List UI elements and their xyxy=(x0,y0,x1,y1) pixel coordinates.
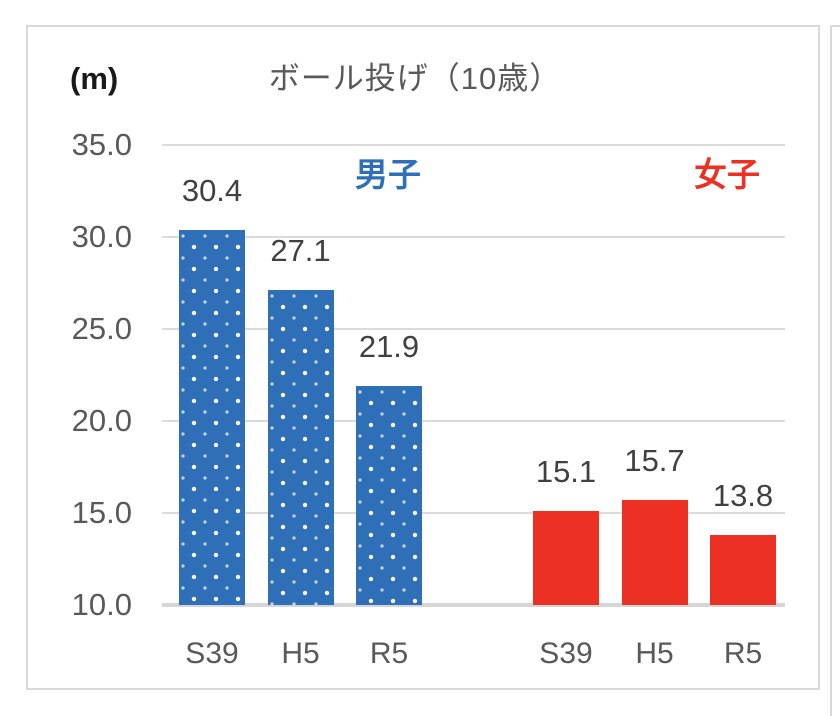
legend-girls: 女子 xyxy=(694,156,760,193)
bar-女子-S39 xyxy=(533,511,599,605)
x-tick-label-女子-R5: R5 xyxy=(723,637,763,670)
gridline-35.0 xyxy=(162,144,785,146)
x-tick-label-女子-H5: H5 xyxy=(635,637,674,670)
value-label-女子-R5: 13.8 xyxy=(712,478,774,514)
gridline-25.0 xyxy=(162,328,785,330)
x-tick-label-男子-H5: H5 xyxy=(281,637,320,670)
value-label-女子-H5: 15.7 xyxy=(624,443,685,479)
y-tick-label-25.0: 25.0 xyxy=(71,311,132,346)
gridline-30.0 xyxy=(162,236,785,238)
adjacent-chart-border-vertical xyxy=(830,25,832,716)
x-tick-label-男子-S39: S39 xyxy=(185,637,239,670)
y-tick-label-15.0: 15.0 xyxy=(71,495,132,530)
value-label-男子-S39: 30.4 xyxy=(181,172,243,208)
bar-男子-S39 xyxy=(179,229,245,605)
gridline-10.0 xyxy=(162,603,785,607)
bar-男子-R5 xyxy=(356,386,422,605)
y-tick-label-35.0: 35.0 xyxy=(71,127,132,162)
value-label-男子-H5: 27.1 xyxy=(270,233,331,269)
x-tick-label-女子-S39: S39 xyxy=(539,637,593,670)
legend-boys: 男子 xyxy=(355,156,421,193)
y-tick-label-10.0: 10.0 xyxy=(71,587,132,622)
gridline-20.0 xyxy=(162,420,785,422)
y-tick-label-20.0: 20.0 xyxy=(71,403,132,438)
y-tick-label-30.0: 30.0 xyxy=(71,219,132,254)
adjacent-chart-border-top xyxy=(832,25,840,27)
x-tick-label-男子-R5: R5 xyxy=(369,637,409,670)
gridline-15.0 xyxy=(162,512,785,514)
plot-area: 男子 女子 35.0 30.0 25.0 20.0 15.0 10.0 30.4 S39 27.… xyxy=(72,127,785,670)
chart-frame: (m) ボール投げ（10歳） 男子 女子 35.0 30.0 25.0 20.0 15.… xyxy=(26,25,820,690)
bar-男子-H5 xyxy=(267,290,334,605)
y-axis-unit-label: (m) xyxy=(70,61,119,96)
bar-女子-R5 xyxy=(710,535,776,605)
value-label-男子-R5: 21.9 xyxy=(358,329,420,365)
value-label-女子-S39: 15.1 xyxy=(535,454,597,490)
bar-女子-H5 xyxy=(621,500,688,605)
chart-title: ボール投げ（10歳） xyxy=(268,61,562,96)
